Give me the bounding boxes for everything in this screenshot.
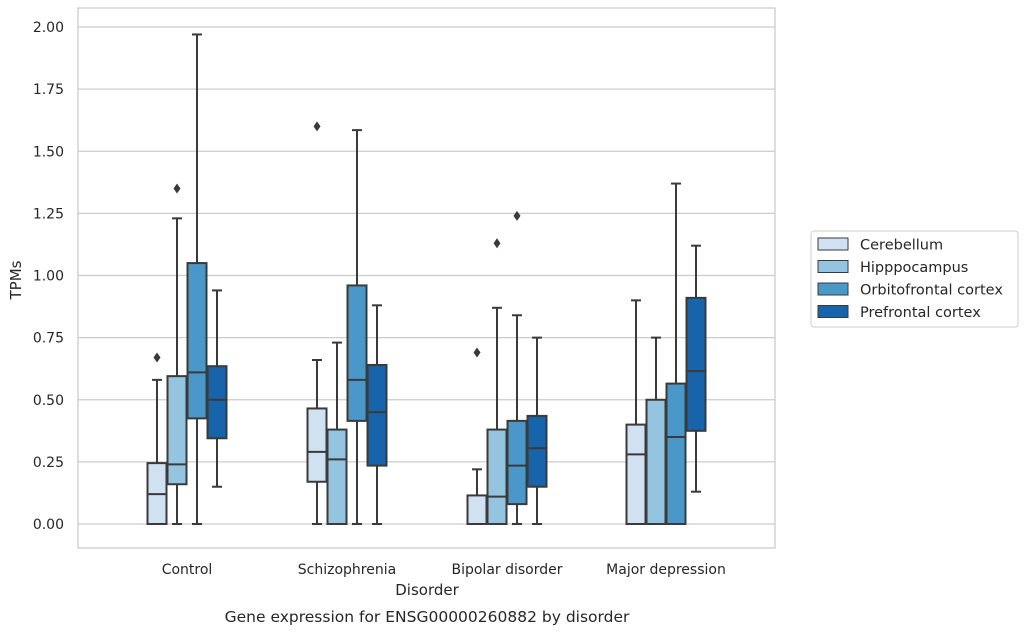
legend-swatch [817, 305, 849, 318]
box-2-0 [466, 347, 488, 525]
legend-label: Prefrontal cortex [860, 305, 981, 321]
y-tick-label: 1.50 [33, 144, 64, 160]
box-body [346, 284, 368, 422]
x-axis-label: Disorder [395, 581, 459, 599]
box-body [326, 428, 348, 526]
plot-area [77, 7, 776, 549]
y-tick-labels: 0.00 0.25 0.50 0.75 1.00 1.25 1.50 1.75 2.00 [33, 20, 64, 533]
outlier-point [513, 210, 521, 221]
y-tick-label: 0.25 [33, 455, 64, 471]
outlier-point [493, 238, 501, 249]
x-tick-labels: Control Schizophrenia Bipolar disorder Majo… [162, 562, 726, 578]
y-axis-label: TPMs [7, 260, 25, 300]
box-plots [146, 33, 707, 526]
outlier-point [313, 121, 321, 132]
box-0-1 [166, 183, 188, 525]
y-tick-label: 2.00 [33, 20, 64, 36]
legend-label: Cerebellum [860, 238, 943, 254]
legend-swatch [817, 260, 849, 273]
y-tick-label: 0.00 [33, 517, 64, 533]
box-body [466, 494, 488, 525]
box-body [366, 363, 388, 467]
y-tick-label: 1.75 [33, 82, 64, 98]
x-tick-label: Control [162, 562, 213, 578]
x-tick-label: Schizophrenia [298, 562, 396, 578]
box-body [166, 375, 188, 486]
y-tick-label: 1.00 [33, 269, 64, 285]
outlier-point [473, 347, 481, 358]
box-body [486, 428, 508, 526]
legend-swatch [817, 282, 849, 296]
outlier-point [153, 352, 161, 363]
box-3-2 [665, 182, 687, 525]
box-body [526, 414, 548, 488]
y-tick-label: 0.75 [33, 331, 64, 347]
box-3-3 [685, 244, 707, 493]
legend-swatch [817, 237, 849, 251]
box-3-1 [645, 336, 667, 525]
x-tick-label: Major depression [606, 562, 726, 578]
box-body [665, 382, 687, 525]
box-body [186, 262, 208, 420]
box-3-0 [625, 299, 647, 526]
box-body [625, 423, 647, 526]
box-1-1 [326, 341, 348, 526]
box-1-2 [346, 129, 368, 525]
legend-frame [810, 230, 1019, 328]
box-1-3 [366, 304, 388, 525]
box-1-0 [306, 121, 328, 525]
legend-label: Hipppocampus [860, 260, 968, 276]
box-2-1 [486, 238, 508, 526]
box-body [506, 419, 528, 506]
legend-label: Orbitofrontal cortex [860, 283, 1003, 299]
y-tick-label: 0.50 [33, 393, 64, 409]
box-body [645, 398, 667, 525]
box-body [206, 365, 228, 440]
box-2-3 [526, 336, 548, 525]
box-body [685, 296, 707, 432]
legend: Cerebellum Hipppocampus Orbitofrontal cort… [810, 230, 1019, 328]
outlier-point [173, 183, 181, 194]
box-body [306, 407, 328, 483]
box-2-2 [506, 210, 528, 525]
box-0-3 [206, 289, 228, 488]
chart-caption: Gene expression for ENSG00000260882 by d… [225, 608, 630, 626]
box-0-2 [186, 33, 208, 525]
x-tick-label: Bipolar disorder [451, 562, 562, 578]
y-tick-label: 1.25 [33, 206, 64, 222]
box-0-0 [146, 352, 168, 525]
